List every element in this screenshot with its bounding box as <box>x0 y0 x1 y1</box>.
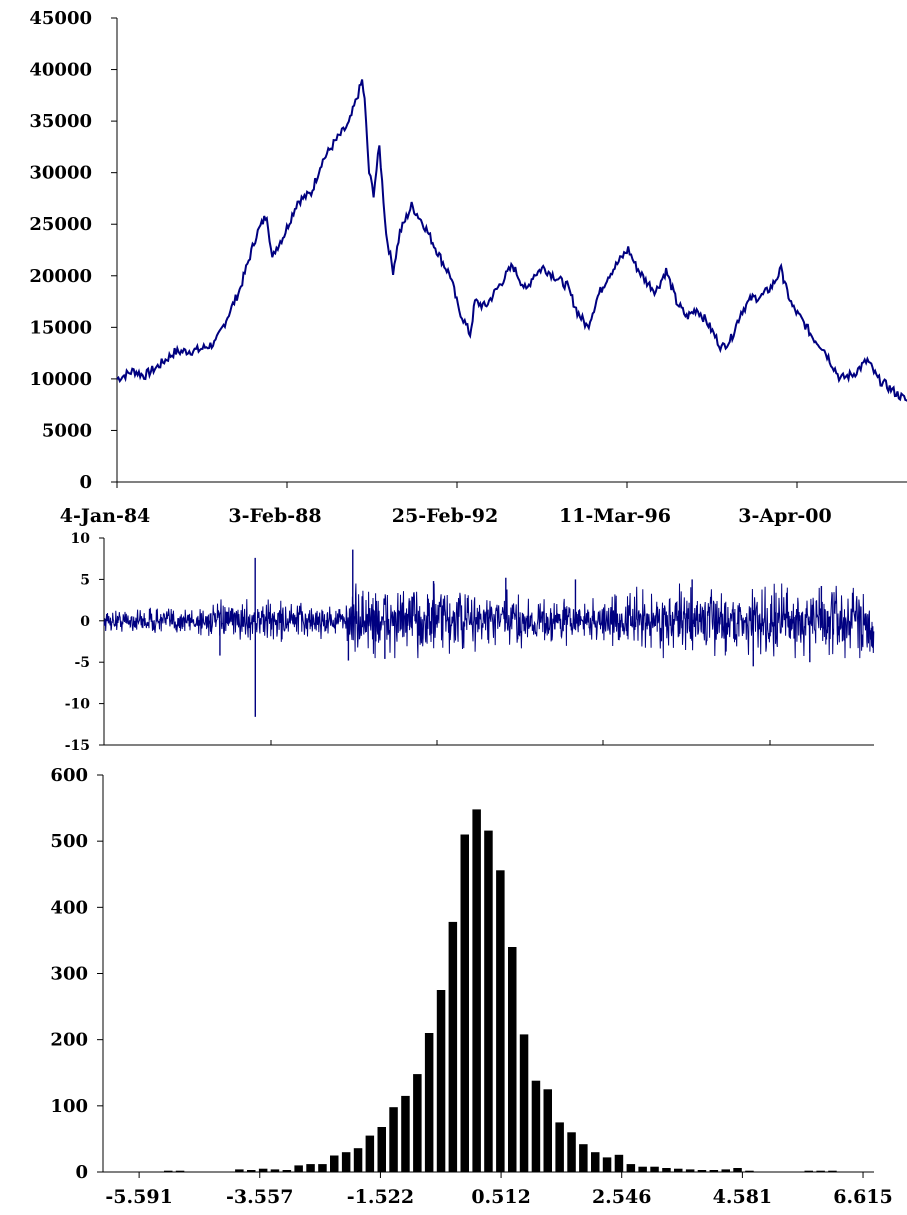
histogram-bar <box>519 1034 529 1172</box>
y-tick-label: 15000 <box>29 317 92 338</box>
y-tick-label: 300 <box>50 964 88 985</box>
y-tick-label: 0 <box>80 614 90 630</box>
histogram-bar <box>674 1168 683 1172</box>
histogram-bar <box>235 1169 244 1172</box>
y-tick-label: 10 <box>71 531 91 547</box>
histogram-bar <box>164 1170 173 1172</box>
histogram-bar <box>472 809 481 1172</box>
y-tick-label: -15 <box>65 738 90 754</box>
y-tick-label: 30000 <box>29 163 92 184</box>
histogram-bar <box>614 1154 624 1172</box>
returns-chart: 10 5 0 -5 -10 -15 <box>65 531 875 754</box>
histogram-bar <box>591 1152 600 1172</box>
y-tick-label: 100 <box>50 1096 88 1117</box>
x-tick-label: 4.581 <box>713 1186 773 1208</box>
histogram-bar <box>270 1169 280 1172</box>
y-tick-label: 5 <box>80 572 90 588</box>
y-tick-label: 0 <box>75 1162 88 1183</box>
y-tick-label: 5000 <box>42 420 92 441</box>
histogram-bar <box>247 1170 256 1172</box>
x-tick-label: -5.591 <box>105 1186 172 1208</box>
histogram-bar <box>341 1152 351 1172</box>
histogram-bar <box>460 834 469 1172</box>
x-tick-label: 3-Feb-88 <box>228 505 321 527</box>
histogram-bar <box>282 1170 292 1172</box>
histogram-bar <box>721 1169 730 1172</box>
y-tick-label: 10000 <box>29 369 92 390</box>
histogram-bar <box>496 870 505 1172</box>
y-tick-label: 0 <box>79 472 92 493</box>
histogram-bar <box>175 1170 185 1172</box>
y-tick-label: -10 <box>65 697 91 713</box>
price-chart: 0 5000 10000 15000 20000 25000 30000 35000 40000… <box>29 8 907 527</box>
histogram-bar <box>733 1168 742 1172</box>
histogram-bar <box>650 1166 659 1172</box>
histogram-bar <box>555 1122 564 1172</box>
histogram-bar <box>745 1170 754 1172</box>
x-tick-label: -3.557 <box>226 1186 293 1208</box>
y-tick-label: 500 <box>50 831 88 852</box>
histogram-bar <box>804 1170 813 1172</box>
x-tick-label: 2.546 <box>592 1186 652 1208</box>
histogram-bar <box>567 1132 576 1172</box>
x-tick-label: 0.512 <box>471 1186 531 1208</box>
histogram-bar <box>638 1166 647 1172</box>
x-tick-label: 3-Apr-00 <box>738 505 831 527</box>
price-series-line <box>116 79 907 403</box>
histogram-bar <box>662 1168 671 1172</box>
histogram-bar <box>709 1170 719 1172</box>
histogram-bar <box>436 990 446 1172</box>
histogram-bar <box>330 1155 339 1172</box>
histogram-chart: 0 100 200 300 400 500 600 -5.591 -3.557 -1.522 0.5… <box>50 765 892 1208</box>
y-tick-label: 20000 <box>29 266 92 287</box>
histogram-bar <box>816 1170 825 1172</box>
histogram-bar <box>685 1169 695 1172</box>
histogram-bar <box>389 1107 398 1172</box>
histogram-bar <box>401 1095 410 1172</box>
x-tick-label: -1.522 <box>347 1186 414 1208</box>
histogram-bar <box>579 1144 588 1172</box>
histogram-bar <box>508 947 517 1172</box>
x-tick-label: 6.615 <box>833 1186 893 1208</box>
histogram-bar <box>531 1080 541 1172</box>
histogram-bar <box>543 1089 552 1172</box>
histogram-bar <box>448 921 458 1172</box>
y-tick-label: 25000 <box>29 214 92 235</box>
histogram-bar <box>484 830 493 1172</box>
x-tick-label: 4-Jan-84 <box>60 505 151 527</box>
histogram-bar <box>318 1164 327 1172</box>
histogram-bar <box>828 1170 837 1172</box>
x-tick-label: 25-Feb-92 <box>392 505 498 527</box>
histogram-bar <box>424 1033 434 1172</box>
histogram-bar <box>697 1170 707 1172</box>
histogram-bar <box>365 1135 375 1172</box>
histogram-bar <box>258 1168 268 1172</box>
histogram-bar <box>413 1074 422 1172</box>
histogram-bar <box>626 1164 636 1172</box>
histogram-bar <box>294 1165 303 1172</box>
x-tick-label: 11-Mar-96 <box>559 505 671 527</box>
y-tick-label: 45000 <box>29 8 92 29</box>
y-tick-label: 600 <box>50 765 88 786</box>
histogram-bar <box>602 1157 612 1172</box>
y-tick-label: 400 <box>50 897 88 918</box>
y-tick-label: 35000 <box>29 111 92 132</box>
histogram-bar <box>377 1127 386 1172</box>
histogram-bar <box>353 1148 363 1172</box>
y-tick-label: 40000 <box>29 60 92 81</box>
returns-series-line <box>103 583 875 659</box>
y-tick-label: 200 <box>50 1030 88 1051</box>
y-tick-label: -5 <box>74 655 90 671</box>
histogram-bar <box>306 1164 315 1172</box>
